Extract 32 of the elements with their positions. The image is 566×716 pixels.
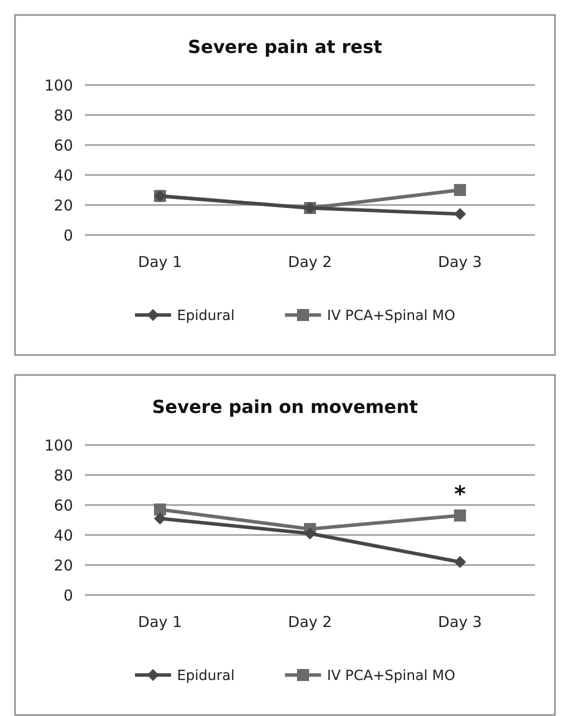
chart-title: Severe pain on movement <box>152 397 418 418</box>
y-tick-label: 20 <box>54 196 73 214</box>
y-tick-label: 60 <box>54 496 73 514</box>
point <box>454 184 466 196</box>
legend-label: Epidural <box>177 308 235 324</box>
y-tick-label: 60 <box>54 136 73 154</box>
legend-label: IV PCA+Spinal MO <box>327 668 456 684</box>
y-tick-label: 40 <box>54 166 73 184</box>
y-tick-label: 0 <box>63 226 73 244</box>
legend-label: Epidural <box>177 668 235 684</box>
x-tick-label: Day 1 <box>138 613 182 631</box>
point <box>454 208 466 220</box>
y-tick-label: 100 <box>44 436 73 454</box>
point <box>454 510 466 522</box>
point <box>154 504 166 516</box>
x-tick-label: Day 3 <box>438 613 482 631</box>
y-tick-label: 100 <box>44 76 73 94</box>
y-tick-label: 80 <box>54 106 73 124</box>
x-tick-label: Day 2 <box>288 253 332 271</box>
x-tick-label: Day 2 <box>288 613 332 631</box>
point <box>154 512 166 524</box>
y-tick-label: 80 <box>54 466 73 484</box>
y-tick-label: 40 <box>54 526 73 544</box>
annotation: * <box>454 482 466 508</box>
point <box>454 556 466 568</box>
x-tick-label: Day 1 <box>138 253 182 271</box>
y-tick-label: 0 <box>63 586 73 604</box>
point <box>304 528 316 540</box>
legend-label: IV PCA+Spinal MO <box>327 308 456 324</box>
chart-title: Severe pain at rest <box>188 37 382 58</box>
x-tick-label: Day 3 <box>438 253 482 271</box>
y-tick-label: 20 <box>54 556 73 574</box>
